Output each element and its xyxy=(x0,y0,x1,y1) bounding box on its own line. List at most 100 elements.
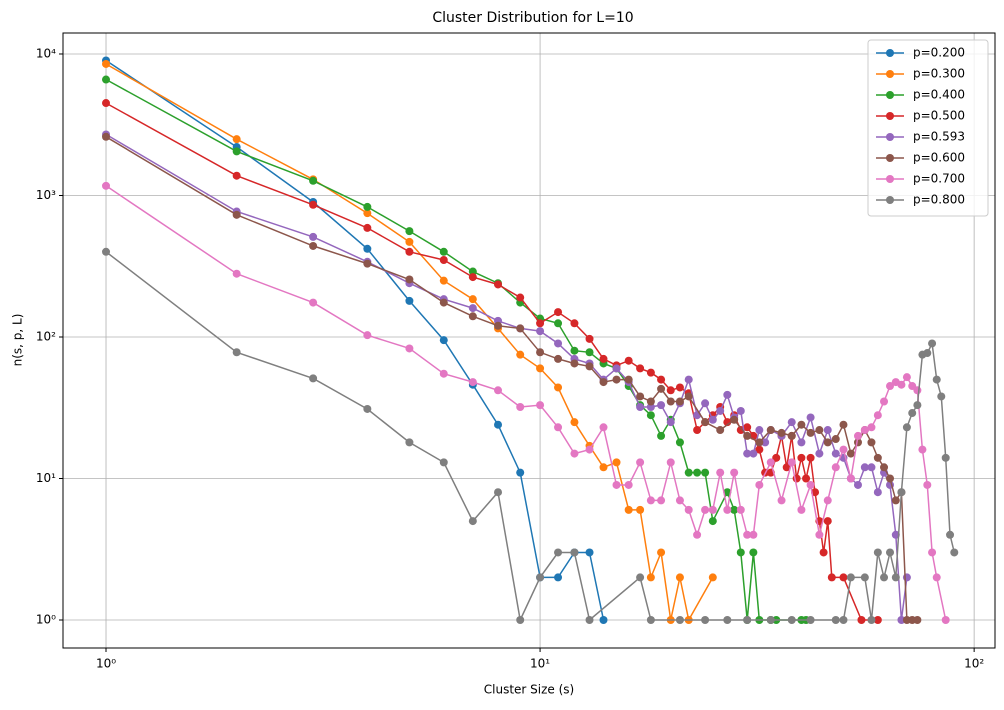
data-point xyxy=(749,548,758,557)
data-point xyxy=(873,411,882,420)
data-point xyxy=(857,615,866,624)
legend-swatch-marker xyxy=(886,196,894,204)
data-point xyxy=(439,247,448,256)
x-tick-label: 10⁰ xyxy=(96,657,116,671)
data-point xyxy=(624,375,633,384)
data-point xyxy=(405,344,414,353)
data-point xyxy=(708,415,717,424)
data-point xyxy=(494,386,503,395)
data-point xyxy=(102,99,111,108)
data-point xyxy=(880,463,889,472)
data-point xyxy=(902,573,911,582)
legend-label: p=0.400 xyxy=(913,88,965,102)
data-point xyxy=(585,548,594,557)
data-point xyxy=(897,488,906,497)
data-point xyxy=(846,449,855,458)
data-point xyxy=(684,375,693,384)
data-point xyxy=(554,548,563,557)
data-point xyxy=(923,480,932,489)
data-point xyxy=(736,505,745,514)
data-point xyxy=(932,573,941,582)
data-point xyxy=(554,423,563,432)
data-point xyxy=(797,505,806,514)
data-point xyxy=(806,615,815,624)
data-point xyxy=(684,392,693,401)
data-point xyxy=(867,463,876,472)
data-point xyxy=(657,431,666,440)
data-point xyxy=(646,411,655,420)
data-point xyxy=(675,383,684,392)
data-point xyxy=(867,423,876,432)
data-point xyxy=(886,548,895,557)
data-point xyxy=(867,615,876,624)
data-point xyxy=(599,378,608,387)
data-point xyxy=(309,200,318,209)
data-point xyxy=(646,403,655,412)
data-point xyxy=(743,423,752,432)
data-point xyxy=(599,354,608,363)
data-point xyxy=(941,615,950,624)
data-point xyxy=(693,468,702,477)
data-point xyxy=(612,364,621,373)
data-point xyxy=(624,356,633,365)
data-point xyxy=(657,401,666,410)
data-point xyxy=(932,375,941,384)
data-point xyxy=(839,420,848,429)
data-point xyxy=(716,426,725,435)
data-point xyxy=(897,615,906,624)
data-point xyxy=(897,380,906,389)
data-point xyxy=(405,227,414,236)
data-point xyxy=(806,428,815,437)
data-point xyxy=(880,573,889,582)
legend-swatch-marker xyxy=(886,70,894,78)
legend-box xyxy=(867,39,989,217)
data-point xyxy=(309,374,318,383)
data-point xyxy=(802,474,811,483)
data-point xyxy=(232,348,241,357)
data-point xyxy=(657,384,666,393)
data-point xyxy=(536,319,545,328)
data-point xyxy=(730,415,739,424)
data-point xyxy=(636,392,645,401)
data-point xyxy=(839,445,848,454)
data-point xyxy=(823,426,832,435)
data-point xyxy=(585,362,594,371)
data-point xyxy=(755,438,764,447)
data-point xyxy=(309,298,318,307)
data-point xyxy=(494,420,503,429)
data-point xyxy=(363,331,372,340)
data-point xyxy=(624,480,633,489)
data-point xyxy=(823,496,832,505)
data-point xyxy=(468,304,477,313)
data-point xyxy=(749,530,758,539)
data-point xyxy=(102,247,111,256)
data-point xyxy=(599,615,608,624)
legend-swatch-marker xyxy=(886,175,894,183)
data-point xyxy=(232,135,241,144)
data-point xyxy=(701,505,710,514)
data-point xyxy=(701,468,710,477)
series-line xyxy=(105,133,908,621)
data-point xyxy=(831,449,840,458)
data-point xyxy=(405,275,414,284)
data-point xyxy=(730,505,739,514)
data-point xyxy=(723,615,732,624)
data-point xyxy=(766,458,775,467)
data-point xyxy=(730,468,739,477)
data-point xyxy=(363,244,372,253)
data-point xyxy=(405,438,414,447)
data-point xyxy=(723,505,732,514)
data-point xyxy=(363,259,372,268)
data-point xyxy=(612,375,621,384)
data-point xyxy=(536,327,545,336)
data-point xyxy=(827,573,836,582)
data-point xyxy=(666,386,675,395)
data-point xyxy=(232,210,241,219)
data-point xyxy=(716,406,725,415)
y-tick-label: 10⁰ xyxy=(36,612,56,626)
data-point xyxy=(570,359,579,368)
data-point xyxy=(684,505,693,514)
legend-swatch-marker xyxy=(886,91,894,99)
data-point xyxy=(873,488,882,497)
